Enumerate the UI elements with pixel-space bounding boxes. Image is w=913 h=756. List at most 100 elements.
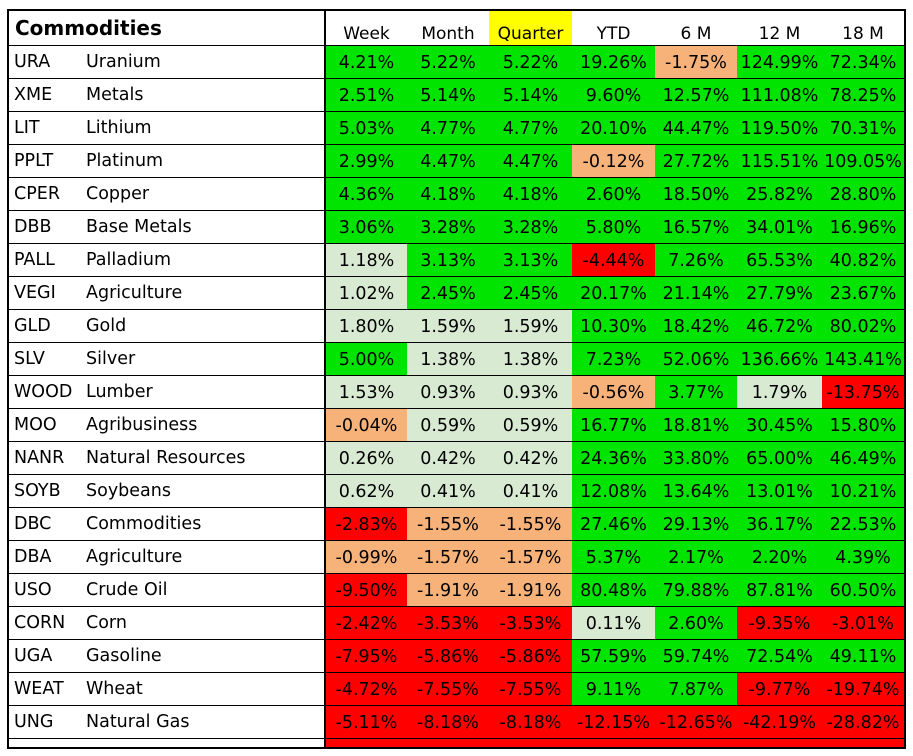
value-cell: 20.10% <box>572 111 655 145</box>
value-cell: 5.14% <box>489 78 572 112</box>
value-cell: -1.57% <box>489 540 572 574</box>
commodity-name: Agriculture <box>82 540 325 574</box>
commodity-name: Natural Resources <box>82 441 325 475</box>
value-cell: 2.20% <box>737 540 822 574</box>
value-cell: 12.08% <box>572 474 655 508</box>
ticker-symbol: MOO <box>9 408 82 442</box>
value-cell: 2.45% <box>407 276 489 310</box>
value-cell: 30.45% <box>737 408 822 442</box>
value-cell: 7.87% <box>655 672 737 706</box>
value-cell: 4.18% <box>489 177 572 211</box>
value-cell: 27.79% <box>737 276 822 310</box>
commodity-name: Gold <box>82 309 325 343</box>
value-cell: 0.26% <box>324 441 407 475</box>
ticker-symbol: CPER <box>9 177 82 211</box>
value-cell: 5.80% <box>572 210 655 244</box>
table-row: URA Uranium 4.21% 5.22% 5.22% 19.26% -1.75% 124… <box>9 45 904 79</box>
value-cell: -7.55% <box>489 672 572 706</box>
ticker-symbol: UGA <box>9 639 82 673</box>
ticker-symbol: CANE <box>9 738 82 747</box>
value-cell: 0.41% <box>489 474 572 508</box>
value-cell: 15.80% <box>822 408 904 442</box>
ticker-symbol: SOYB <box>9 474 82 508</box>
value-cell: -19.91% <box>737 738 822 747</box>
value-cell: 9.11% <box>572 672 655 706</box>
ticker-symbol: DBC <box>9 507 82 541</box>
value-cell: 1.59% <box>489 309 572 343</box>
value-cell: 80.02% <box>822 309 904 343</box>
value-cell: 5.22% <box>407 45 489 79</box>
commodity-name: Lumber <box>82 375 325 409</box>
value-cell: 119.50% <box>737 111 822 145</box>
value-cell: -9.50% <box>324 573 407 607</box>
value-cell: 80.48% <box>572 573 655 607</box>
value-cell: -9.35% <box>737 606 822 640</box>
value-cell: 28.80% <box>822 177 904 211</box>
table-row: USO Crude Oil -9.50% -1.91% -1.91% 80.48% 79.8… <box>9 573 904 607</box>
value-cell: -1.91% <box>407 573 489 607</box>
table-row: PALL Palladium 1.18% 3.13% 3.13% -4.44% 7.26% 6… <box>9 243 904 277</box>
value-cell: 0.93% <box>489 375 572 409</box>
table-title: Commodities <box>15 15 162 40</box>
value-cell: 25.82% <box>737 177 822 211</box>
value-cell: 4.77% <box>489 111 572 145</box>
value-cell: 7.23% <box>572 342 655 376</box>
value-cell: -4.41% <box>572 738 655 747</box>
table-row: UGA Gasoline -7.95% -5.86% -5.86% 57.59% 59.74… <box>9 639 904 673</box>
value-cell: 46.72% <box>737 309 822 343</box>
value-cell: 2.17% <box>655 540 737 574</box>
value-cell: -0.04% <box>324 408 407 442</box>
value-cell: 136.66% <box>737 342 822 376</box>
value-cell: -0.56% <box>572 375 655 409</box>
value-cell: 49.11% <box>822 639 904 673</box>
commodity-name: Silver <box>82 342 325 376</box>
value-cell: 27.72% <box>655 144 737 178</box>
value-cell: -5.11% <box>324 705 407 739</box>
value-cell: 59.74% <box>655 639 737 673</box>
commodities-table: Commodities Week Month Quarter YTD 6 M 1… <box>9 11 904 747</box>
value-cell: 4.39% <box>822 540 904 574</box>
commodity-name: Platinum <box>82 144 325 178</box>
value-cell: 0.59% <box>489 408 572 442</box>
value-cell: 3.13% <box>489 243 572 277</box>
column-header-week: Week <box>324 11 407 46</box>
table-row: UNG Natural Gas -5.11% -8.18% -8.18% -12.15% -… <box>9 705 904 739</box>
value-cell: 5.14% <box>407 78 489 112</box>
value-cell: 3.13% <box>407 243 489 277</box>
value-cell: 0.93% <box>407 375 489 409</box>
value-cell: -2.83% <box>324 507 407 541</box>
value-cell: 1.18% <box>324 243 407 277</box>
value-cell: -8.18% <box>489 705 572 739</box>
value-cell: -4.72% <box>324 672 407 706</box>
value-cell: -2.42% <box>324 606 407 640</box>
column-header-18m: 18 M <box>842 24 884 44</box>
header-row: Commodities Week Month Quarter YTD 6 M 1… <box>9 11 904 46</box>
table-row: WEAT Wheat -4.72% -7.55% -7.55% 9.11% 7.87% -9.… <box>9 672 904 706</box>
value-cell: 4.36% <box>324 177 407 211</box>
value-cell: 1.80% <box>324 309 407 343</box>
value-cell: -1.91% <box>489 573 572 607</box>
value-cell: 109.05% <box>822 144 904 178</box>
value-cell: 2.45% <box>489 276 572 310</box>
ticker-symbol: PPLT <box>9 144 82 178</box>
value-cell: 19.26% <box>572 45 655 79</box>
value-cell: 24.36% <box>572 441 655 475</box>
ticker-symbol: USO <box>9 573 82 607</box>
value-cell: -3.53% <box>489 606 572 640</box>
table-row: LIT Lithium 5.03% 4.77% 4.77% 20.10% 44.47% 119… <box>9 111 904 145</box>
value-cell: 18.42% <box>655 309 737 343</box>
value-cell: 29.13% <box>655 507 737 541</box>
commodity-name: Wheat <box>82 672 325 706</box>
value-cell: 2.51% <box>324 78 407 112</box>
value-cell: 2.60% <box>572 177 655 211</box>
value-cell: 16.77% <box>572 408 655 442</box>
ticker-symbol: WOOD <box>9 375 82 409</box>
value-cell: 21.14% <box>655 276 737 310</box>
value-cell: -1.57% <box>407 540 489 574</box>
table-row: XME Metals 2.51% 5.14% 5.14% 9.60% 12.57% 111.0… <box>9 78 904 112</box>
value-cell: 20.17% <box>572 276 655 310</box>
value-cell: 0.41% <box>407 474 489 508</box>
value-cell: 9.60% <box>572 78 655 112</box>
value-cell: 3.77% <box>655 375 737 409</box>
value-cell: 33.80% <box>655 441 737 475</box>
